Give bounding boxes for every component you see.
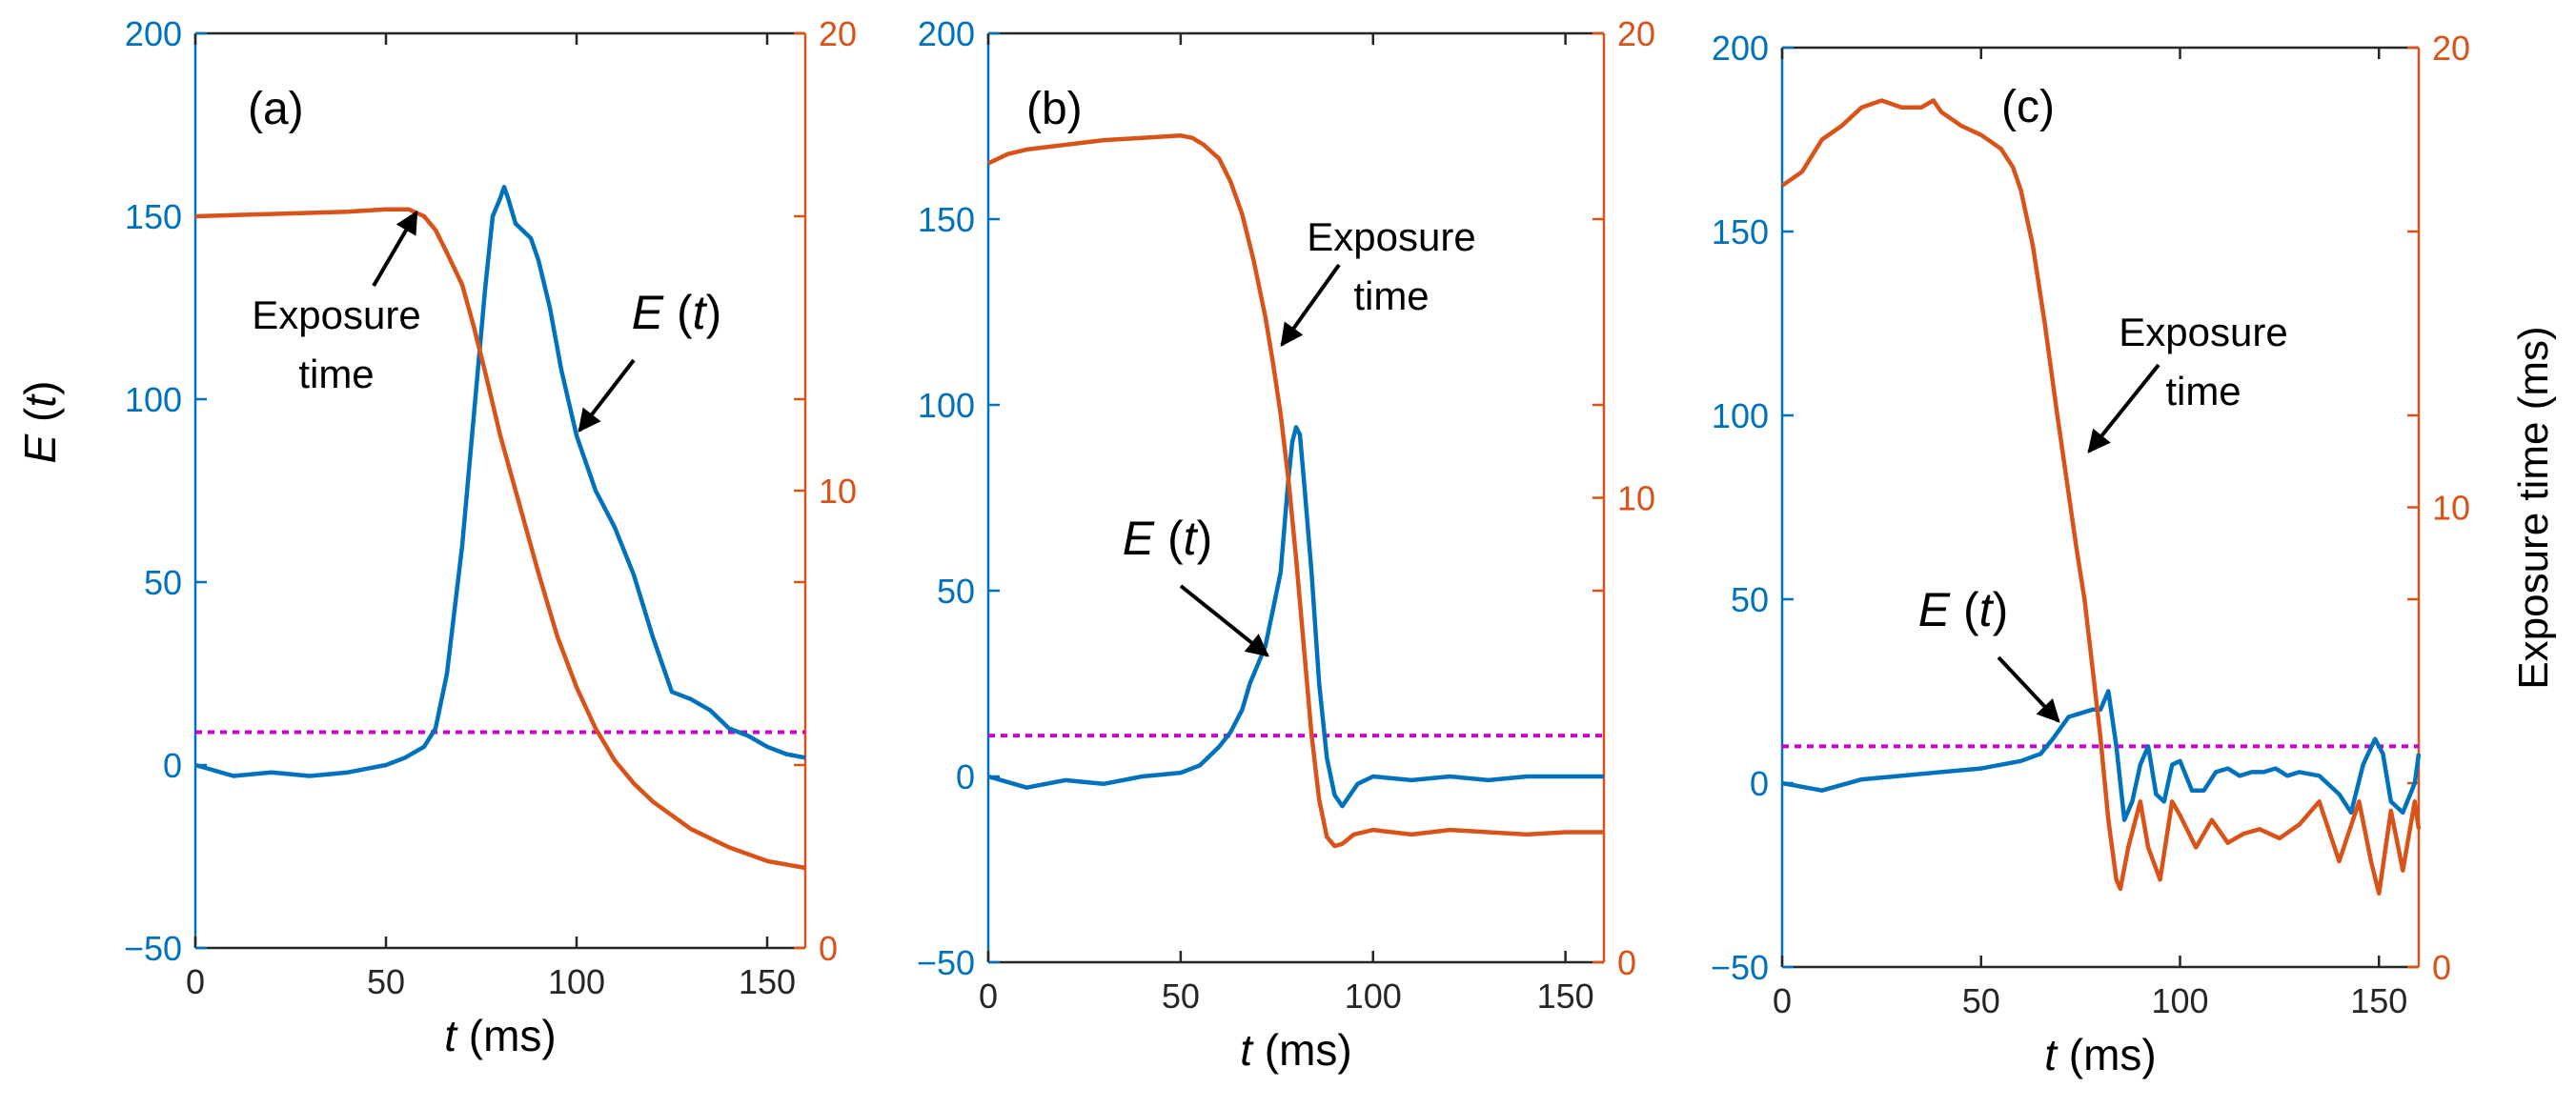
x-axis-label: t (ms) [2044,1030,2157,1079]
annotation-exposure-time: Exposure [2119,310,2287,354]
panel-label: (a) [248,84,304,134]
right-tick-label: 20 [819,14,857,53]
left-tick-label: 100 [125,380,182,419]
left-tick-label: 100 [1712,396,1769,435]
annotation-exposure-time: time [1353,273,1429,318]
x-tick-label: 50 [1962,981,2000,1020]
exposure-series-line [1782,101,2419,894]
E-series-line [988,427,1604,806]
left-tick-label: −50 [917,943,975,982]
x-tick-label: 150 [739,962,796,1001]
left-tick-label: 0 [956,757,975,796]
left-tick-label: −50 [1711,948,1769,987]
x-tick-label: 0 [1773,981,1792,1020]
left-tick-label: 50 [144,563,182,602]
annotation-exposure-time: Exposure [252,292,420,337]
right-tick-label: 20 [2432,29,2470,68]
x-tick-label: 100 [1345,977,1402,1016]
x-tick-label: 0 [979,977,998,1016]
annotation-arrow [374,212,416,286]
annotation-arrow [579,360,634,431]
annotation-exposure-time: time [298,352,374,396]
left-tick-label: 200 [1712,29,1769,68]
x-tick-label: 50 [1162,977,1200,1016]
right-tick-label: 20 [1617,14,1655,53]
left-tick-label: 200 [125,14,182,53]
annotation-E-t: E (t) [632,286,721,339]
panel-label: (b) [1026,84,1083,134]
x-tick-label: 100 [2151,981,2208,1020]
exposure-series-line [988,135,1604,846]
left-tick-label: 50 [1731,580,1769,619]
annotation-arrow [1181,586,1268,655]
x-tick-label: 150 [1537,977,1594,1016]
x-tick-label: 100 [548,962,605,1001]
x-tick-label: 50 [367,962,405,1001]
left-tick-label: 0 [1750,764,1769,803]
annotation-arrow [1998,657,2059,721]
left-tick-label: 100 [918,386,975,425]
left-tick-label: −50 [124,929,182,968]
right-ylabel: Exposure time (ms) [2510,326,2557,689]
annotation-arrow [1282,265,1339,345]
left-tick-label: 150 [918,200,975,239]
annotation-exposure-time: time [2165,369,2241,413]
right-tick-label: 0 [1617,943,1636,982]
annotation-arrow [2089,365,2159,452]
annotation-E-t: E (t) [1918,583,2008,636]
left-ylabel: E (t) [15,381,65,464]
left-tick-label: 200 [918,14,975,53]
x-axis-label: t (ms) [444,1011,557,1060]
x-axis-label: t (ms) [1240,1025,1352,1075]
right-tick-label: 0 [2432,948,2451,987]
left-tick-label: 50 [937,572,975,611]
right-tick-label: 10 [819,472,857,511]
annotation-E-t: E (t) [1123,512,1212,565]
right-tick-label: 0 [819,929,838,968]
E-series-line [195,187,805,776]
annotation-exposure-time: Exposure [1307,214,1475,259]
x-tick-label: 150 [2350,981,2407,1020]
x-tick-label: 0 [186,962,205,1001]
panel-label: (c) [2001,82,2055,132]
left-tick-label: 0 [163,746,182,785]
right-tick-label: 10 [1617,479,1655,518]
right-tick-label: 10 [2432,489,2470,528]
left-tick-label: 150 [1712,212,1769,252]
left-tick-label: 150 [125,197,182,236]
